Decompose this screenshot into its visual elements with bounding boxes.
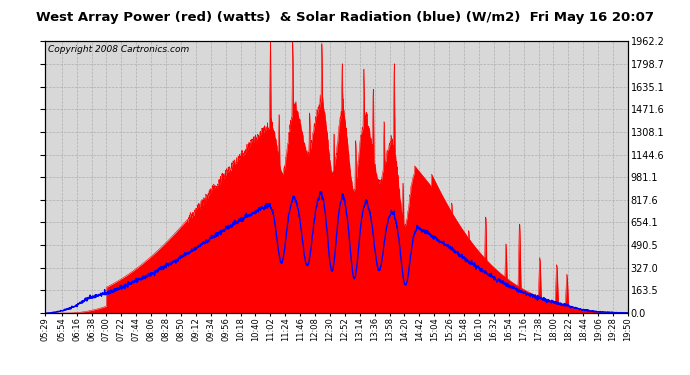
Text: West Array Power (red) (watts)  & Solar Radiation (blue) (W/m2)  Fri May 16 20:0: West Array Power (red) (watts) & Solar R… — [36, 11, 654, 24]
Text: Copyright 2008 Cartronics.com: Copyright 2008 Cartronics.com — [48, 45, 189, 54]
